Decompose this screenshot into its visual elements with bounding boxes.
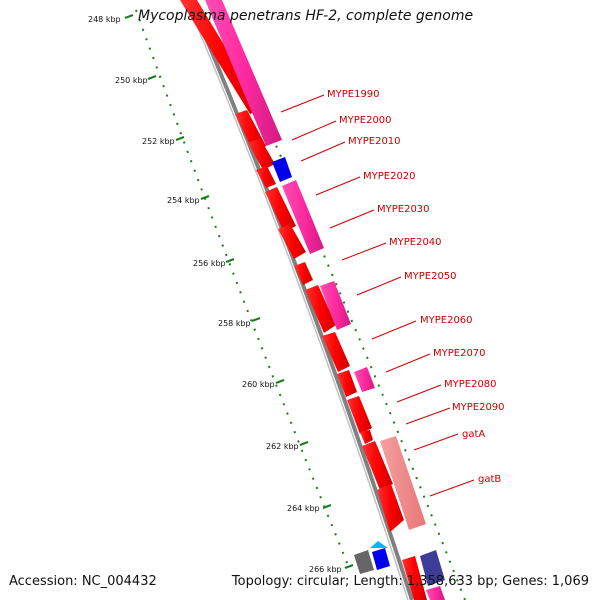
tick-label-262: 262 kbp (266, 442, 299, 451)
gene-feature (205, 0, 282, 146)
gene-label-mype2060: MYPE2060 (420, 315, 473, 326)
tick-label-258: 258 kbp (218, 319, 251, 328)
gene-feature (426, 586, 445, 600)
gene-feature (377, 484, 404, 532)
map-title: Mycoplasma penetrans HF-2, complete geno… (138, 8, 474, 24)
gene-feature (337, 370, 357, 397)
gene-label-mype2010: MYPE2010 (348, 136, 401, 147)
gene-label-mype2040: MYPE2040 (389, 237, 442, 248)
tick-label-252: 252 kbp (142, 137, 175, 146)
gene-feature (372, 548, 390, 570)
tick-label-248: 248 kbp (88, 15, 121, 24)
gene-feature (320, 281, 351, 330)
gene-feature (282, 180, 324, 254)
gene-feature (420, 550, 445, 586)
gene-feature (362, 441, 393, 490)
gene-feature (402, 556, 427, 600)
gene-feature (347, 396, 372, 434)
gene-feature (322, 332, 350, 372)
gene-feature (370, 541, 388, 548)
tick-label-254: 254 kbp (167, 196, 200, 205)
gene-label-mype1990: MYPE1990 (327, 89, 380, 100)
gene-feature (265, 187, 296, 232)
tick-label-260: 260 kbp (242, 380, 275, 389)
gene-label-mype2030: MYPE2030 (377, 204, 430, 215)
accession-text: Accession: NC_004432 (9, 574, 157, 589)
scale-tick-labels: 248 kbp 250 kbp 252 kbp 254 kbp 256 kbp … (88, 15, 342, 574)
gene-feature (256, 166, 276, 188)
gene-labels: MYPE1990 MYPE2000 MYPE2010 MYPE2020 MYPE… (327, 89, 505, 485)
gene-feature (360, 430, 373, 444)
gene-label-mype2080: MYPE2080 (444, 379, 497, 390)
tick-label-266: 266 kbp (309, 565, 342, 574)
gene-feature (278, 224, 306, 259)
gene-label-gatA: gatA (462, 429, 485, 440)
label-leader-lines (280, 94, 475, 497)
gene-feature (294, 262, 313, 285)
gene-label-mype2000: MYPE2000 (339, 115, 392, 126)
blue-features (272, 157, 445, 586)
grey-feature (354, 550, 374, 574)
tick-label-250: 250 kbp (115, 76, 148, 85)
gene-feature (305, 285, 336, 333)
gene-feature (272, 157, 292, 182)
tick-label-256: 256 kbp (193, 259, 226, 268)
gatB-feature (380, 436, 426, 530)
gene-feature (354, 367, 375, 392)
gene-label-mype2090: MYPE2090 (452, 402, 505, 413)
forward-strand-genes (205, 0, 445, 600)
gene-label-mype2020: MYPE2020 (363, 171, 416, 182)
gene-label-mype2050: MYPE2050 (404, 271, 457, 282)
tick-label-264: 264 kbp (287, 504, 320, 513)
gene-label-mype2070: MYPE2070 (433, 348, 486, 359)
scale-ticks (124, 13, 354, 570)
gene-feature (248, 138, 275, 170)
genome-summary-text: Topology: circular; Length: 1,358,633 bp… (231, 574, 589, 589)
gene-label-gatB: gatB (478, 474, 501, 485)
